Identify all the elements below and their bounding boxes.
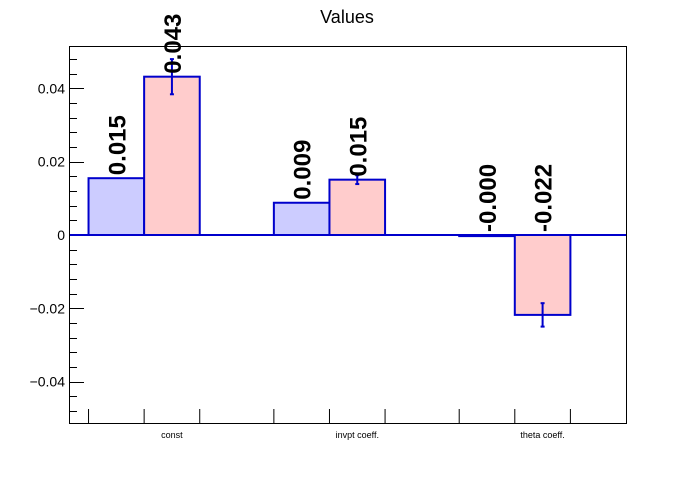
y-tick-label: 0.04 [38,80,65,96]
x-category-label: invpt coeff. [336,430,379,440]
bar-value-label: 0.015 [104,115,131,175]
y-tick-label: −0.02 [30,300,66,316]
bar-value-label: 0.009 [290,140,317,200]
y-tick-label: 0.02 [38,154,65,170]
bar [87,177,146,237]
chart-marks: −0.04 −0.02 0 0.02 0.04 const invpt coeff. thet… [30,14,626,440]
bar [272,201,331,236]
y-tick-label: −0.04 [30,374,66,390]
x-category-label: const [161,430,183,440]
bar [143,75,201,237]
bar-value-label: 0.015 [345,117,372,177]
bar-value-label: -0.022 [531,164,558,232]
plot-frame [69,46,627,424]
chart-title: Values [320,7,374,27]
x-category-label: theta coeff. [520,430,564,440]
y-tick-label: 0 [57,227,65,243]
bar [328,178,387,236]
bar-value-label: 0.043 [160,14,187,74]
bar-value-label: -0.000 [475,164,502,232]
